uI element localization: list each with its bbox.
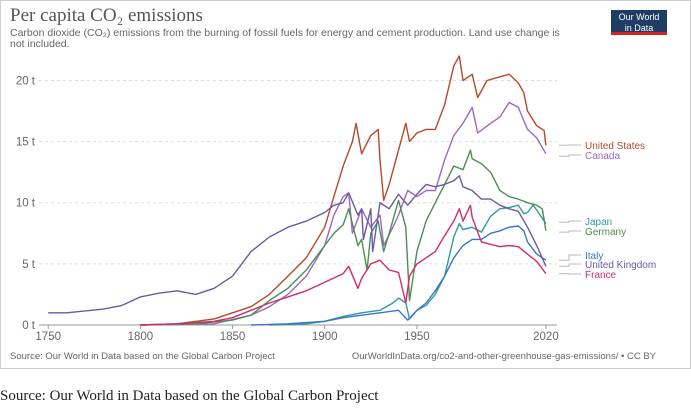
- y-tick-label: 15 t: [16, 137, 36, 149]
- legend-label-japan: Japan: [585, 217, 612, 228]
- logo-line-2: in Data: [624, 23, 654, 33]
- legend-label-germany: Germany: [585, 227, 626, 238]
- x-tick-label: 1800: [128, 331, 154, 343]
- series-line-france: [140, 204, 547, 326]
- legend-connector: [559, 254, 581, 261]
- series-line-united-states: [140, 55, 547, 326]
- figure-caption: Source: Our World in Data based on the G…: [0, 388, 379, 404]
- legend-connector: [559, 220, 581, 223]
- x-tick-label: 2020: [533, 331, 559, 343]
- legend-connector: [559, 230, 581, 233]
- legend-connector: [559, 154, 581, 157]
- y-tick-label: 10 t: [16, 198, 36, 210]
- series-line-japan: [269, 204, 547, 326]
- chart-source: Source: Our World in Data based on the G…: [10, 351, 275, 362]
- line-chart: 0 t 5 t 10 t 15 t 20 t 1750 1800 1850 1900 1950 20…: [16, 55, 656, 343]
- chart-title: Per capita CO₂ emissions: [10, 5, 203, 26]
- chart-frame: Per capita CO₂ emissions Carbon dioxide …: [0, 0, 691, 369]
- owid-logo[interactable]: Our World in Data: [611, 10, 667, 35]
- x-tick-label: 1750: [35, 331, 61, 343]
- chart-subtitle: Carbon dioxide (CO₂) emissions from the …: [10, 27, 560, 50]
- y-tick-label: 5 t: [22, 259, 36, 271]
- y-tick-label: 20 t: [16, 75, 36, 87]
- legend-connector: [559, 263, 581, 267]
- legend-label-united-states: United States: [585, 141, 645, 152]
- x-tick-label: 1950: [404, 331, 430, 343]
- legend-label-italy: Italy: [585, 251, 603, 262]
- legend-label-canada: Canada: [585, 151, 620, 162]
- legend-label-united-kingdom: United Kingdom: [585, 260, 656, 271]
- y-tick-label: 0 t: [22, 320, 36, 332]
- series-line-canada: [140, 101, 547, 326]
- x-tick-label: 1850: [220, 331, 246, 343]
- series-line-italy: [250, 225, 547, 326]
- series-line-united-kingdom: [48, 175, 547, 314]
- legend-label-france: France: [585, 270, 617, 281]
- chart-url[interactable]: OurWorldInData.org/co2-and-other-greenho…: [351, 351, 656, 362]
- x-tick-label: 1900: [312, 331, 338, 343]
- series-line-germany: [140, 149, 547, 326]
- logo-line-1: Our World: [618, 12, 660, 22]
